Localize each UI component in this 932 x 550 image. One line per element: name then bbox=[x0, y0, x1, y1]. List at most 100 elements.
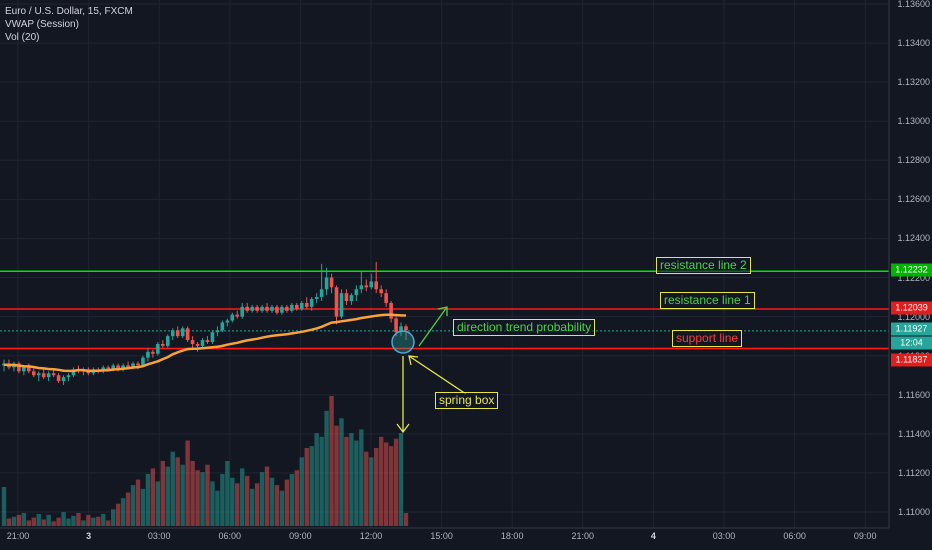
candle bbox=[344, 289, 349, 305]
price-tick-label: 1.11200 bbox=[898, 467, 930, 478]
direction-arrow-head bbox=[437, 306, 448, 316]
candle-body bbox=[260, 306, 264, 311]
candle-body bbox=[285, 306, 289, 311]
support-annotation[interactable]: support line bbox=[672, 330, 743, 347]
candle-body bbox=[190, 340, 195, 344]
vwap-indicator-label[interactable]: VWAP (Session) bbox=[5, 19, 79, 30]
volume-bars bbox=[1, 396, 409, 526]
spring-arrow-shaft bbox=[408, 355, 467, 395]
candle bbox=[334, 285, 339, 325]
candle bbox=[180, 326, 185, 339]
candle bbox=[359, 271, 364, 294]
candle-body bbox=[71, 369, 76, 376]
volume-bar bbox=[11, 516, 17, 526]
resistance-2-annotation[interactable]: resistance line 2 bbox=[656, 257, 751, 274]
candle bbox=[156, 342, 160, 356]
candle bbox=[399, 322, 403, 337]
candle bbox=[215, 326, 220, 337]
volume-bar bbox=[344, 436, 349, 526]
candle-body bbox=[175, 330, 180, 337]
volume-bar bbox=[403, 513, 409, 526]
volume-bar bbox=[115, 503, 121, 526]
volume-bar bbox=[160, 461, 166, 526]
candle-body bbox=[399, 326, 403, 333]
candle-body bbox=[165, 336, 170, 346]
candle-body bbox=[389, 302, 393, 319]
candle-body bbox=[265, 306, 269, 311]
candle bbox=[240, 302, 245, 319]
candle-body bbox=[27, 367, 31, 372]
volume-bar bbox=[254, 483, 260, 526]
candle bbox=[404, 324, 408, 341]
volume-bar bbox=[175, 457, 180, 526]
candlestick-series bbox=[2, 261, 408, 385]
volume-bar bbox=[41, 519, 46, 526]
candle bbox=[270, 304, 274, 313]
resistance-1-annotation[interactable]: resistance line 1 bbox=[660, 292, 755, 309]
volume-bar bbox=[1, 487, 7, 526]
volume-bar bbox=[240, 468, 245, 526]
volume-indicator-label[interactable]: Vol (20) bbox=[5, 32, 40, 43]
volume-bar bbox=[205, 464, 210, 526]
candle bbox=[260, 304, 264, 313]
spring-box-annotation[interactable]: spring box bbox=[435, 392, 499, 409]
price-tick-label: 1.13600 bbox=[897, 0, 930, 9]
direction-trend-annotation[interactable]: direction trend probability bbox=[453, 319, 596, 336]
candle-body bbox=[51, 373, 56, 376]
candle-body bbox=[324, 277, 329, 290]
candle bbox=[146, 347, 150, 362]
candle bbox=[265, 302, 269, 313]
candle bbox=[280, 304, 284, 315]
candle bbox=[364, 279, 369, 292]
volume-bar bbox=[309, 446, 314, 526]
candle bbox=[71, 367, 76, 378]
candle bbox=[12, 361, 16, 372]
volume-bar bbox=[86, 514, 91, 526]
volume-bar bbox=[135, 479, 141, 526]
volume-bar bbox=[155, 481, 161, 526]
volume-bar bbox=[66, 518, 71, 526]
candle bbox=[285, 304, 289, 313]
time-tick-label: 15:00 bbox=[430, 531, 453, 541]
volume-bar bbox=[249, 488, 255, 526]
volume-arrow-head bbox=[396, 423, 410, 434]
volume-bar bbox=[314, 433, 319, 526]
candle-body bbox=[121, 365, 125, 370]
candle-body bbox=[205, 340, 210, 343]
volume-bar bbox=[140, 488, 146, 526]
candle-body bbox=[46, 373, 51, 378]
candle-body bbox=[280, 306, 284, 313]
chart-grid bbox=[0, 0, 889, 528]
volume-bar bbox=[21, 513, 27, 526]
candle bbox=[36, 371, 41, 382]
candle bbox=[324, 267, 329, 296]
candle-body bbox=[200, 340, 205, 346]
candle-body bbox=[180, 328, 185, 337]
spring-arrow bbox=[408, 355, 467, 395]
candle-body bbox=[61, 377, 66, 382]
candle-body bbox=[116, 365, 120, 370]
volume-bar bbox=[264, 466, 270, 526]
price-tick-label: 1.13400 bbox=[897, 38, 930, 49]
candle-body bbox=[66, 375, 71, 378]
candle bbox=[210, 330, 215, 344]
resistance-1-price-label: 1.12039 bbox=[891, 301, 932, 315]
symbol-title[interactable]: Euro / U.S. Dollar, 15, FXCM bbox=[5, 6, 133, 17]
candle-body bbox=[290, 304, 294, 311]
candle-body bbox=[195, 343, 200, 346]
candle bbox=[200, 338, 205, 348]
candle-body bbox=[131, 363, 135, 368]
candle-body bbox=[36, 373, 41, 376]
candle-body bbox=[379, 289, 383, 294]
candle bbox=[349, 293, 354, 305]
candle bbox=[56, 373, 61, 384]
volume-bar bbox=[294, 470, 300, 526]
candle bbox=[245, 302, 249, 313]
candle bbox=[121, 363, 125, 372]
candle-body bbox=[220, 322, 225, 331]
spring-circle bbox=[391, 330, 415, 354]
volume-bar bbox=[324, 410, 329, 526]
chart-legend: Euro / U.S. Dollar, 15, FXCM VWAP (Sessi… bbox=[5, 5, 133, 44]
candle bbox=[384, 289, 388, 307]
